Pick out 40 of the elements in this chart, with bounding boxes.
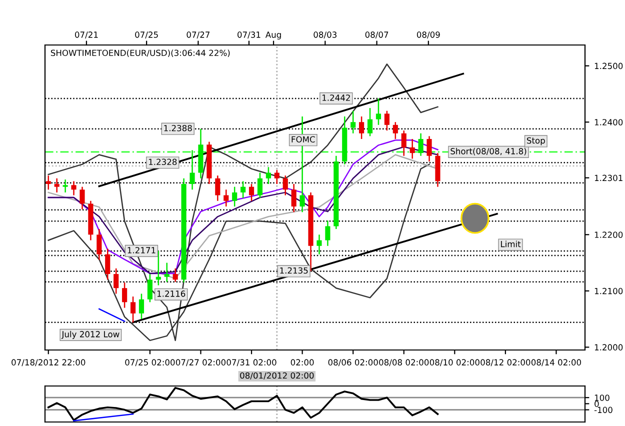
y-tick-label: 1.2301 [594,174,622,182]
y-tick-label: 1.2200 [594,232,623,238]
annotation: July 2012 Low [61,330,120,339]
text: 07/25 [135,32,158,38]
x-tick-label: 07/27 02:00 [176,359,226,366]
x-tick-label: 08/08 02:00 [379,359,429,366]
annotation: Short(08/08, 41.8) [450,148,526,156]
y-tick-label: 1.2000 [594,344,623,350]
x-tick-label: 08/12 02:00 [480,359,530,366]
text: 08/07 [365,32,388,38]
x-tick-label: 08/06 02:00 [328,359,378,366]
y-tick-label: 0 [594,400,599,407]
text: 08/09 [416,32,440,38]
text: 08/03 [314,32,336,38]
annotation: 1.2116 [157,290,186,297]
annotation: 1.2388 [164,124,192,132]
x-tick-label: 02:00 [290,359,314,366]
y-tick-label: 1.2500 [594,62,623,70]
x-tick-label: 08/14 02:00 [531,359,582,366]
annotation: Stop [526,137,545,146]
text: 08/01/2012 02:00 [240,372,314,380]
annotation: SHOWTIMETOEND(EUR/USD)(3:06:44 22%) [50,50,230,58]
y-tick-label: 1.2100 [594,288,623,294]
text: 07/27 [186,32,210,38]
annotation: 1.2171 [128,247,156,254]
text: 07/31 [238,32,260,38]
text: Aug [265,32,281,40]
annotation: 1.2328 [148,158,177,166]
y-tick-label: 100 [594,394,610,401]
x-tick-label: 07/25 02:00 [125,359,175,366]
x-tick-label: 07/31 02:00 [226,359,276,366]
annotation: 1.2442 [322,94,350,101]
y-tick-label: 1.2400 [594,119,623,126]
x-tick-label: 07/18/2012 22:00 [12,359,86,366]
y-tick-label: -100 [594,406,612,414]
text: 07/21 [75,32,98,38]
x-tick-label: 08/10 02:00 [430,359,480,366]
annotation: FOMC [292,136,315,143]
annotation: Limit [501,240,521,248]
annotation: 1.2135 [280,267,308,274]
